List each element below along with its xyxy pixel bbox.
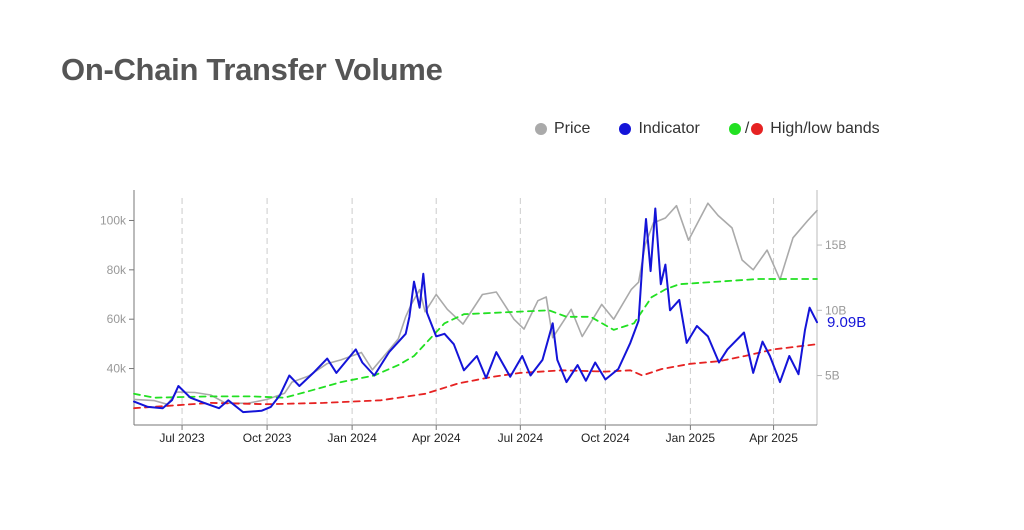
x-tick-label: Jul 2024	[498, 431, 544, 445]
x-tick-label: Jan 2024	[327, 431, 377, 445]
y-left-tick-label: 60k	[107, 312, 127, 326]
indicator-legend-dot	[619, 123, 632, 135]
high-band-series-line	[133, 278, 818, 399]
chart-title: On-Chain Transfer Volume	[61, 52, 443, 87]
x-tick-label: Jul 2023	[159, 431, 205, 445]
indicator-series-line	[133, 207, 818, 414]
high-band-legend-dot	[728, 123, 741, 135]
chart-legend: Price Indicator / High/low bands	[535, 120, 909, 138]
legend-item-bands[interactable]: / High/low bands	[728, 120, 880, 138]
x-tick-label: Oct 2024	[581, 431, 630, 445]
x-tick-label: Oct 2023	[243, 431, 292, 445]
price-series-line	[133, 202, 818, 406]
legend-item-price[interactable]: Price	[535, 120, 590, 138]
legend-price-label: Price	[554, 120, 591, 137]
y-left-tick-label: 40k	[107, 362, 127, 376]
price-legend-dot	[535, 123, 547, 135]
y-left-tick-label: 80k	[107, 263, 127, 277]
legend-bands-label: High/low bands	[770, 120, 880, 137]
x-tick-label: Apr 2024	[412, 431, 461, 445]
y-right-tick-label: 10B	[825, 303, 846, 317]
y-right-tick-label: 5B	[825, 369, 840, 383]
y-right-tick-label: 15B	[825, 238, 846, 252]
x-tick-label: Jan 2025	[666, 431, 716, 445]
legend-item-indicator[interactable]: Indicator	[619, 120, 700, 138]
indicator-last-value-label: 9.09B	[827, 314, 866, 331]
legend-indicator-label: Indicator	[638, 120, 700, 137]
low-band-legend-dot	[751, 123, 764, 135]
legend-slash: /	[744, 120, 750, 137]
x-tick-label: Apr 2025	[749, 431, 798, 445]
y-left-tick-label: 100k	[100, 213, 127, 227]
